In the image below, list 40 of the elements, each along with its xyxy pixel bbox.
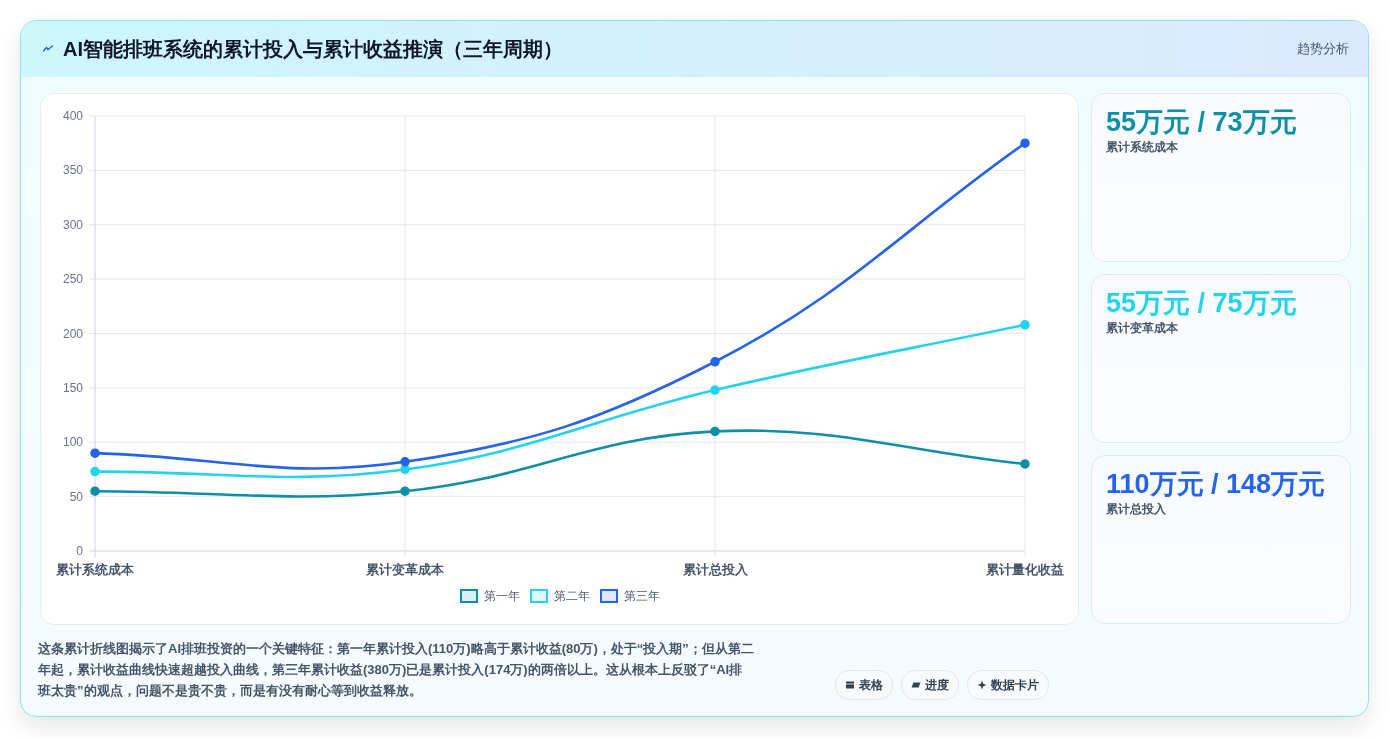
y-tick-label: 0 [76,544,84,558]
y-tick-label: 200 [62,326,84,341]
x-tick-label: 累计总投入 [681,562,749,577]
text: 累计变革成本 [1106,320,1178,337]
point [1020,459,1030,469]
y-tick-label: 350 [62,163,84,178]
text: 累计总投入 [1106,501,1166,518]
point [710,357,720,367]
point [1020,138,1030,148]
text: 进度 [925,676,949,694]
point [400,464,410,475]
y-tick-label: 400 [62,109,84,123]
point [710,385,720,395]
x-tick-label: 累计变革成本 [365,562,445,577]
text: 这条累计折线图揭示了AI排班投资的一个关键特征：第一年累计投入(110万)略高于累计收益(80万)，处于“投入期”；但从第二年起，累计收益曲线快速超越投入曲线，第三年累计收益(380万)已是累计投入(174万)的两倍以上。这从根本上反驳了“AI排班太贵”的观点，问题不是贵不贵，而是有没有耐心等到收益释放。 [38,640,754,700]
legend-label: 第三年 [624,589,660,603]
y-tick-label: 250 [62,272,84,287]
point [90,466,100,477]
text: 110万元 / 148万元 [1106,468,1326,501]
text: 表格 [859,676,883,694]
x-tick-label: 累计系统成本 [55,562,135,577]
y-tick-label: 150 [62,380,84,395]
y-tick-label: 300 [62,217,84,232]
y-tick-label: 100 [62,435,84,450]
legend-label: 第一年 [484,589,520,603]
text: 55万元 / 73万元 [1106,106,1297,139]
x-tick-label: 累计量化收益 [985,562,1064,577]
text: 55万元 / 75万元 [1106,287,1297,320]
point [90,486,100,496]
y-tick-label: 50 [69,489,84,504]
point [1020,320,1030,330]
chart-title: AI智能排班系统的累计投入与累计收益推演（三年周期） [63,37,563,62]
point [710,426,720,437]
point [400,457,410,467]
point [400,486,410,496]
text: 趋势分析 [1297,40,1349,58]
text: 累计系统成本 [1106,139,1178,156]
legend-label: 第二年 [554,589,590,603]
point [90,448,100,458]
text: 数据卡片 [991,676,1039,694]
